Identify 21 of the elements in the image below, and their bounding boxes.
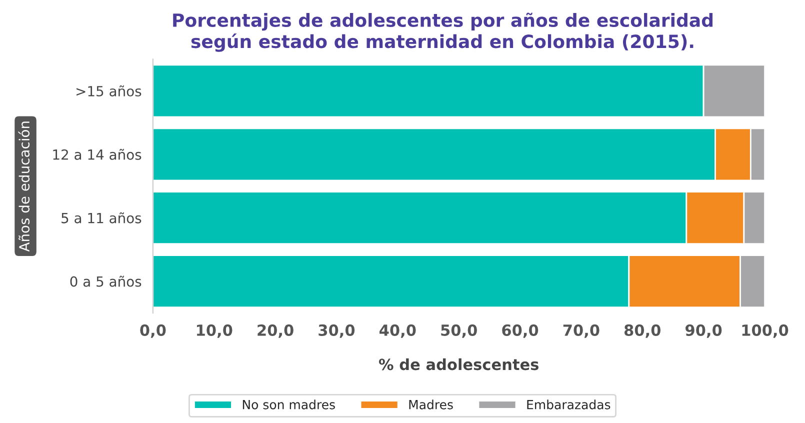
x-tick-label: 50,0	[441, 324, 477, 338]
y-axis-title: Años de educación	[18, 122, 30, 252]
y-tick-label: >15 años	[76, 85, 142, 96]
x-tick-label: 0,0	[140, 324, 166, 338]
legend-label: Embarazadas	[527, 400, 610, 410]
x-tick-label: 70,0	[563, 324, 600, 338]
chart-title: Porcentajes de adolescentes por años de escolaridad según estado de maternidad en Colombia (2015).	[173, 12, 713, 52]
x-tick-label: 100,0	[742, 324, 788, 338]
x-tick-label: 30,0	[318, 324, 355, 338]
x-axis-title: % de adolescentes	[378, 358, 538, 370]
y-tick-label: 0 a 5 años	[70, 276, 142, 287]
x-tick-label: 10,0	[197, 324, 232, 338]
x-tick-label: 80,0	[624, 324, 661, 338]
x-tick-label: 20,0	[258, 324, 294, 338]
legend-label: Madres	[409, 400, 453, 410]
y-tick-label: 12 a 14 años	[53, 148, 142, 160]
y-tick-label: 5 a 11 años	[62, 212, 142, 224]
legend-label: No son madres	[242, 400, 335, 410]
x-tick-label: 40,0	[380, 324, 416, 338]
x-tick-label: 60,0	[502, 324, 538, 338]
x-tick-label: 90,0	[686, 324, 722, 338]
